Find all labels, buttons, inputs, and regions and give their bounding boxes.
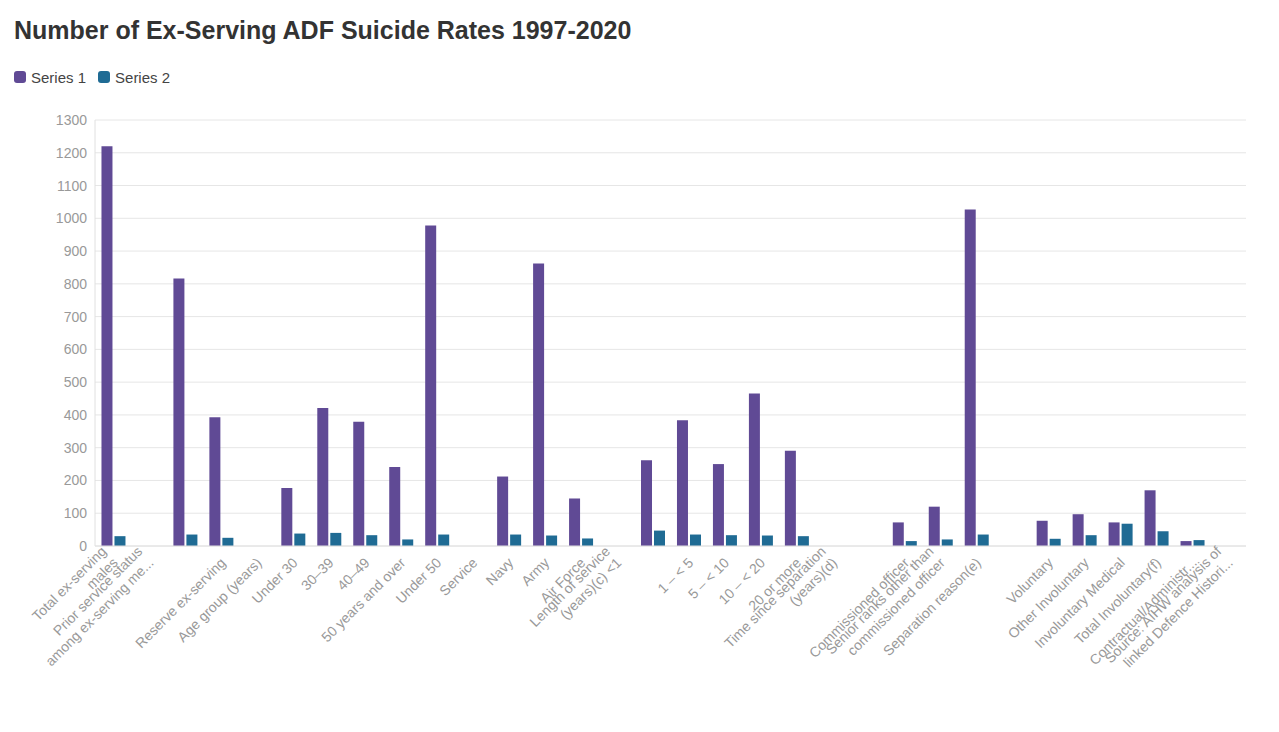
svg-text:700: 700 [64, 309, 88, 325]
svg-text:400: 400 [64, 407, 88, 423]
svg-text:100: 100 [64, 505, 88, 521]
svg-text:1300: 1300 [56, 112, 87, 128]
svg-text:50 years and over: 50 years and over [318, 554, 409, 645]
svg-text:Under 50: Under 50 [392, 554, 444, 606]
svg-text:Length of service(years)(c) <1: Length of service(years)(c) <1 [526, 543, 624, 641]
svg-text:0: 0 [79, 538, 87, 554]
svg-text:1000: 1000 [56, 210, 87, 226]
svg-text:Age group (years): Age group (years) [174, 554, 265, 645]
svg-text:Source: AIHW analysis oflinked: Source: AIHW analysis oflinked Defence H… [1101, 543, 1235, 677]
svg-text:600: 600 [64, 341, 88, 357]
svg-text:Separation reason(e): Separation reason(e) [880, 554, 984, 658]
svg-text:Under 30: Under 30 [249, 554, 301, 606]
svg-text:1100: 1100 [57, 178, 87, 194]
svg-text:900: 900 [64, 243, 88, 259]
svg-text:30–39: 30–39 [298, 554, 337, 593]
svg-text:800: 800 [64, 276, 88, 292]
svg-text:Prior service statusamong ex-s: Prior service statusamong ex-serving me.… [31, 543, 157, 669]
svg-text:200: 200 [64, 472, 88, 488]
svg-text:1200: 1200 [56, 145, 87, 161]
svg-text:500: 500 [64, 374, 88, 390]
svg-text:Service: Service [436, 554, 480, 598]
svg-text:Navy: Navy [483, 554, 517, 588]
svg-text:300: 300 [64, 440, 88, 456]
